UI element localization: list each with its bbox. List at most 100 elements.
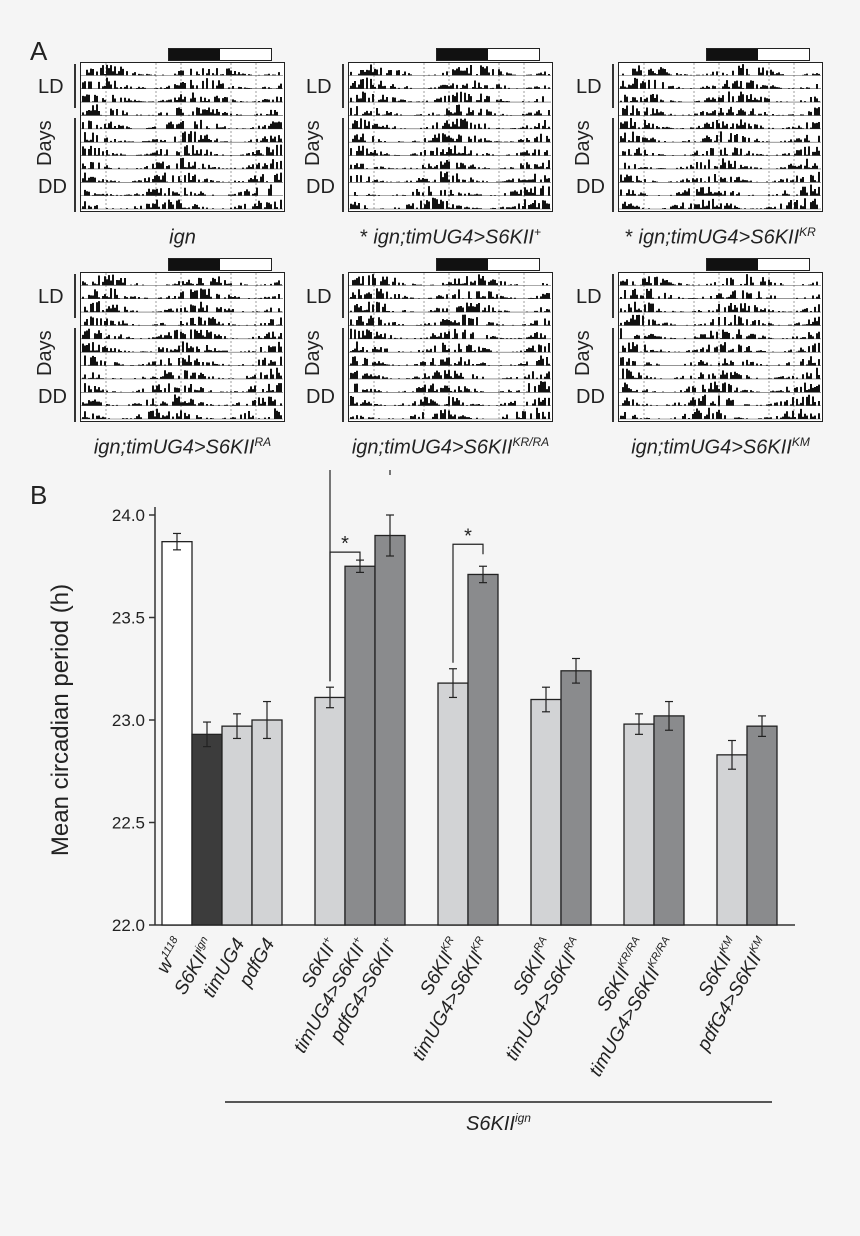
- light-dark-bar: [706, 258, 810, 271]
- bar: [653, 715, 685, 926]
- bar: [191, 733, 223, 926]
- dd-bracket: [342, 328, 344, 422]
- dark-phase: [707, 49, 758, 60]
- light-phase: [220, 49, 271, 60]
- group-bracket-allele: ign: [515, 1111, 531, 1125]
- bar: [437, 682, 469, 926]
- genotype-allele: KR: [799, 225, 816, 239]
- y-tick-label: 22.5: [112, 814, 145, 833]
- days-label: Days: [302, 120, 324, 166]
- category-label-allele: KR/RA: [615, 935, 642, 970]
- genotype-base: ign;timUG4>S6KII: [638, 226, 800, 249]
- y-tick-label: 23.0: [112, 711, 145, 730]
- days-label: Days: [572, 120, 594, 166]
- significance-star: *: [360, 226, 374, 249]
- bar: [251, 719, 283, 926]
- bar: [530, 698, 562, 926]
- ld-label: LD: [576, 286, 602, 308]
- genotype-allele: KR/RA: [512, 435, 550, 449]
- actogram-genotype-label: * ign;timUG4>S6KIIKR: [598, 225, 843, 250]
- light-dark-bar: [436, 258, 540, 271]
- actogram-activity: [619, 273, 821, 420]
- dd-label: DD: [38, 176, 67, 198]
- dark-phase: [169, 259, 220, 270]
- actogram-activity: [349, 273, 551, 420]
- light-dark-bar: [168, 258, 272, 271]
- bar: [746, 725, 778, 926]
- dd-bracket: [74, 118, 76, 212]
- actogram-activity: [81, 63, 283, 210]
- dd-label: DD: [576, 176, 605, 198]
- group-bracket-base: S6KII: [466, 1113, 515, 1135]
- dark-phase: [437, 259, 488, 270]
- actogram-genotype-label: ign;timUG4>S6KIIRA: [60, 435, 305, 460]
- bar: [716, 754, 748, 926]
- dd-label: DD: [38, 386, 67, 408]
- genotype-allele: KM: [791, 435, 810, 449]
- dark-phase: [437, 49, 488, 60]
- ld-label: LD: [38, 286, 64, 308]
- light-phase: [758, 49, 809, 60]
- actogram-genotype-label: ign;timUG4>S6KIIKM: [598, 435, 843, 460]
- genotype-base: ign;timUG4>S6KII: [373, 226, 534, 249]
- days-label: Days: [572, 330, 594, 376]
- actogram-genotype-label: ign: [60, 225, 305, 250]
- ld-label: LD: [306, 286, 332, 308]
- bar: [161, 541, 193, 926]
- y-axis-title: Mean circadian period (h): [47, 584, 74, 856]
- actogram-activity: [349, 63, 551, 210]
- category-label-allele: 1118: [159, 934, 181, 961]
- bar: [221, 725, 253, 926]
- dd-label: DD: [306, 386, 335, 408]
- actogram-genotype-label: * ign;timUG4>S6KII+: [328, 225, 573, 250]
- light-phase: [488, 259, 539, 270]
- dark-phase: [707, 259, 758, 270]
- ld-label: LD: [38, 76, 64, 98]
- dd-bracket: [342, 118, 344, 212]
- y-tick-label: 24.0: [112, 506, 145, 525]
- light-dark-bar: [168, 48, 272, 61]
- actogram: [80, 272, 285, 422]
- actogram: [80, 62, 285, 212]
- light-phase: [220, 259, 271, 270]
- significance-bracket: [452, 543, 484, 663]
- bar: [560, 670, 592, 926]
- significance-star: *: [625, 226, 639, 249]
- y-tick-label: 22.0: [112, 916, 145, 935]
- ld-label: LD: [576, 76, 602, 98]
- category-label: timUG4>S6KIIKR: [408, 934, 496, 1064]
- days-label: Days: [302, 330, 324, 376]
- light-dark-bar: [436, 48, 540, 61]
- actogram-activity: [619, 63, 821, 210]
- genotype-base: ign;timUG4>S6KII: [631, 436, 792, 459]
- actogram-activity: [81, 273, 283, 420]
- panel-a-letter: A: [30, 36, 48, 66]
- ld-bracket: [74, 64, 76, 108]
- group-bracket-label: S6KIIign: [466, 1111, 531, 1135]
- days-label: Days: [34, 330, 56, 376]
- dd-label: DD: [306, 176, 335, 198]
- genotype-base: ign: [169, 226, 196, 249]
- bar: [314, 696, 346, 926]
- actogram: [618, 272, 823, 422]
- genotype-allele: +: [533, 225, 541, 239]
- significance-bracket: [329, 470, 391, 682]
- genotype-allele: RA: [254, 435, 272, 449]
- genotype-base: ign;timUG4>S6KII: [351, 436, 513, 459]
- circadian-period-bar-chart: 22.0 22.5 23.0 23.5 24.0 Mean circadian perio…: [47, 470, 795, 1135]
- ld-bracket: [342, 64, 344, 108]
- dd-bracket: [612, 328, 614, 422]
- bar: [374, 534, 406, 926]
- ld-bracket: [342, 274, 344, 318]
- ld-bracket: [612, 274, 614, 318]
- dd-label: DD: [576, 386, 605, 408]
- ld-bracket: [74, 274, 76, 318]
- panel-b-letter: B: [30, 480, 48, 510]
- dark-phase: [169, 49, 220, 60]
- actogram-genotype-label: ign;timUG4>S6KIIKR/RA: [328, 435, 573, 460]
- ld-bracket: [612, 64, 614, 108]
- dd-bracket: [612, 118, 614, 212]
- category-label: timUG4>S6KIIRA: [501, 935, 589, 1065]
- significance-star: *: [341, 533, 349, 555]
- category-label-allele: KR/RA: [645, 935, 672, 970]
